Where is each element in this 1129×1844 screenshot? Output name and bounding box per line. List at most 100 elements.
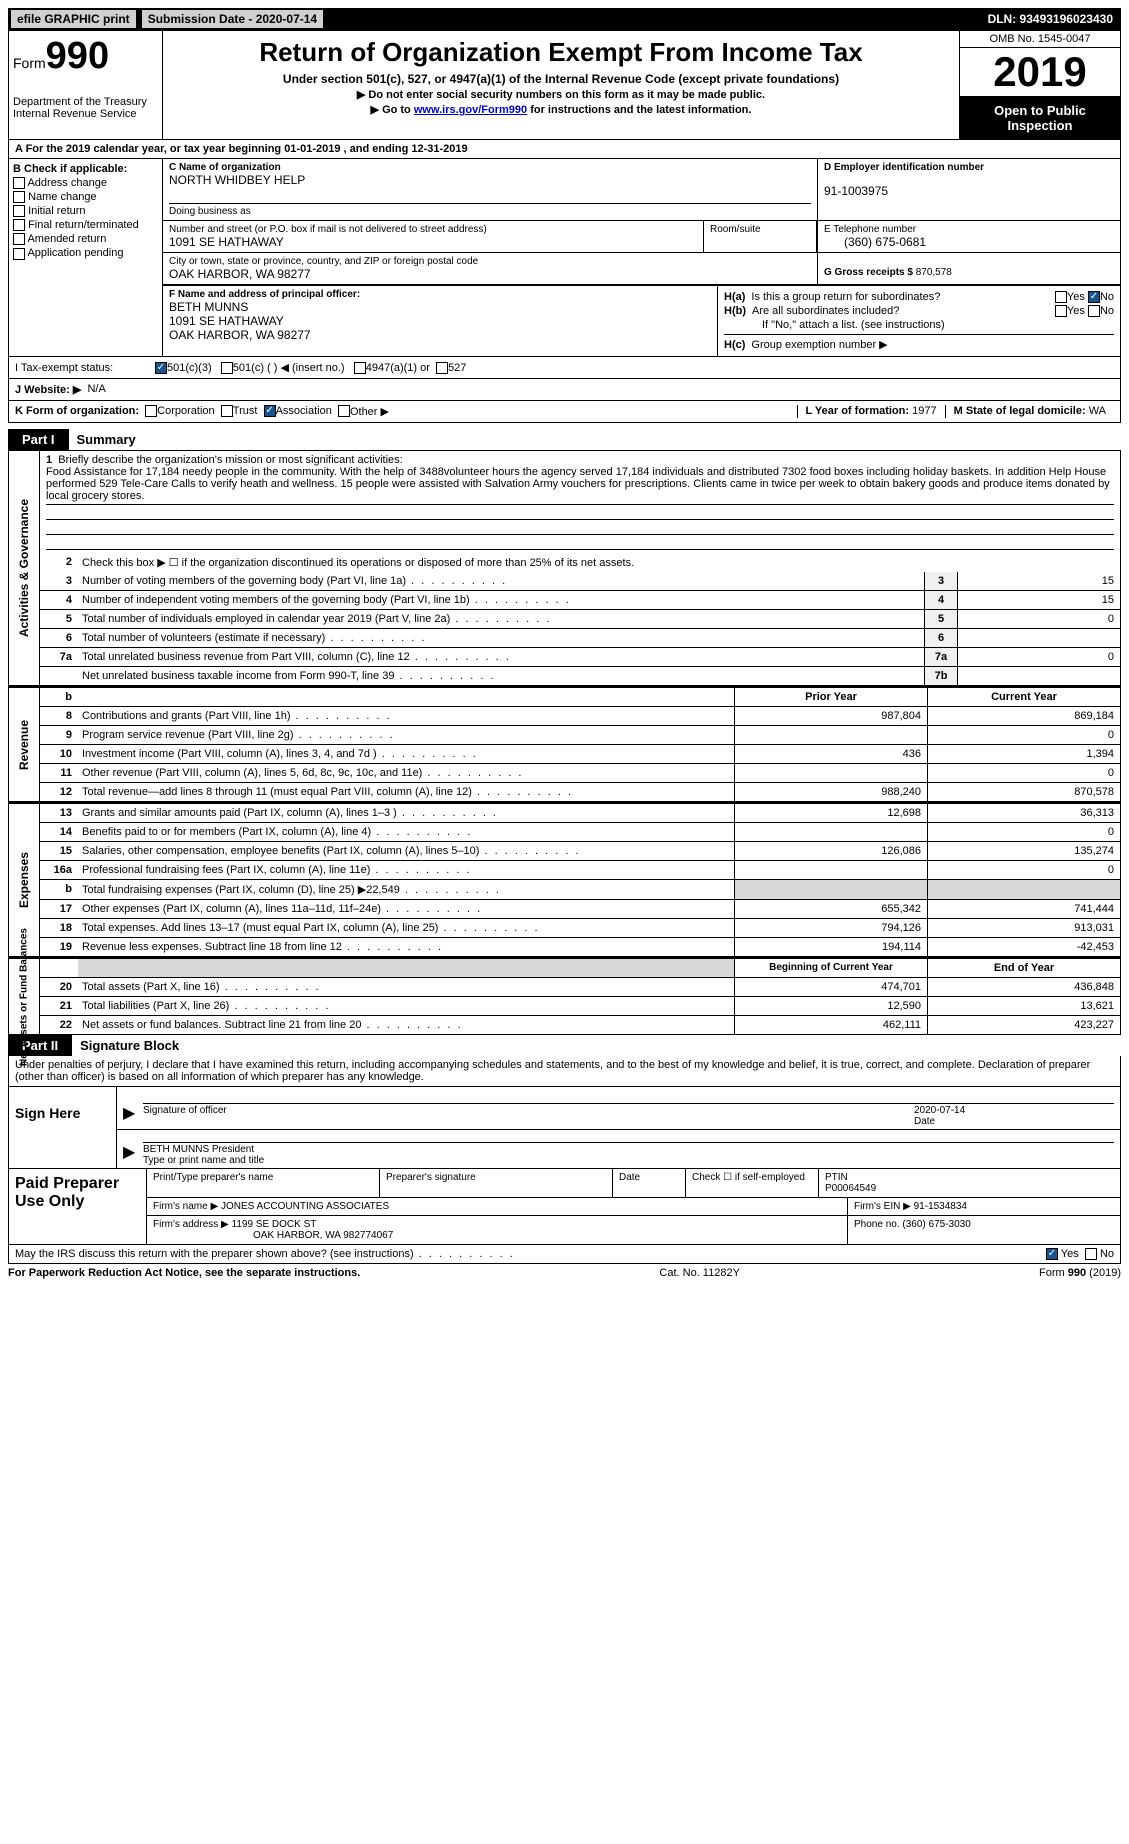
row-i: I Tax-exempt status: 501(c)(3) 501(c) ( …: [9, 357, 1120, 379]
part1-tab: Part I: [8, 429, 69, 450]
sig-arrow-icon-2: ▶: [123, 1142, 143, 1166]
table-row: 22Net assets or fund balances. Subtract …: [40, 1016, 1120, 1034]
street-address: 1091 SE HATHAWAY: [169, 235, 284, 249]
phone: (360) 675-0681: [844, 235, 926, 249]
box-c-street: Number and street (or P.O. box if mail i…: [163, 221, 704, 252]
line3-val: 15: [957, 572, 1120, 590]
table-row: 10Investment income (Part VIII, column (…: [40, 745, 1120, 764]
cb-501c3[interactable]: [155, 362, 167, 374]
org-name: NORTH WHIDBEY HELP: [169, 173, 305, 187]
return-title: Return of Organization Exempt From Incom…: [169, 37, 953, 68]
box-f: F Name and address of principal officer:…: [163, 286, 718, 356]
form-number: 990: [46, 35, 109, 77]
cb-initial-return[interactable]: [13, 205, 25, 217]
open-public: Open to Public Inspection: [960, 97, 1120, 139]
box-b-label: B Check if applicable:: [13, 163, 158, 175]
omb-number: OMB No. 1545-0047: [960, 31, 1120, 48]
cb-ha-no[interactable]: [1088, 291, 1100, 303]
sub-goto: ▶ Go to www.irs.gov/Form990 for instruct…: [169, 103, 953, 116]
firm-addr1: 1199 SE DOCK ST: [232, 1219, 317, 1230]
firm-name: JONES ACCOUNTING ASSOCIATES: [221, 1201, 389, 1212]
dln-text: DLN: 93493196023430: [988, 12, 1121, 26]
cb-trust[interactable]: [221, 405, 233, 417]
expenses-side: Expenses: [17, 852, 31, 908]
line6-val: [957, 629, 1120, 647]
efile-button[interactable]: efile GRAPHIC print: [10, 9, 137, 29]
table-row: 18Total expenses. Add lines 13–17 (must …: [40, 919, 1120, 938]
line7b-val: [957, 667, 1120, 685]
box-g: G Gross receipts $ 870,578: [818, 253, 1120, 284]
paid-preparer-label: Paid Preparer Use Only: [9, 1169, 147, 1244]
table-row: 9Program service revenue (Part VIII, lin…: [40, 726, 1120, 745]
dept-label: Department of the Treasury Internal Reve…: [13, 96, 158, 120]
governance-side: Activities & Governance: [17, 499, 31, 637]
table-row: 19Revenue less expenses. Subtract line 1…: [40, 938, 1120, 956]
table-row: 13Grants and similar amounts paid (Part …: [40, 804, 1120, 823]
tax-year: 2019: [960, 48, 1120, 97]
table-row: 20Total assets (Part X, line 16)474,7014…: [40, 978, 1120, 997]
cb-final-return[interactable]: [13, 219, 25, 231]
cat-no: Cat. No. 11282Y: [659, 1267, 740, 1279]
begin-year-hdr: Beginning of Current Year: [734, 959, 927, 977]
cb-other[interactable]: [338, 405, 350, 417]
box-e: E Telephone number (360) 675-0681: [817, 221, 1120, 252]
ptin: P00064549: [825, 1183, 876, 1194]
table-row: 17Other expenses (Part IX, column (A), l…: [40, 900, 1120, 919]
current-year-hdr: Current Year: [927, 688, 1120, 706]
preparer-section: Paid Preparer Use Only Print/Type prepar…: [9, 1168, 1120, 1244]
gross-receipts: 870,578: [916, 267, 952, 278]
state-domicile: WA: [1089, 405, 1106, 417]
cb-ha-yes[interactable]: [1055, 291, 1067, 303]
table-row: 11Other revenue (Part VIII, column (A), …: [40, 764, 1120, 783]
sig-intro: Under penalties of perjury, I declare th…: [9, 1056, 1120, 1086]
cb-discuss-yes[interactable]: [1046, 1248, 1058, 1260]
officer-addr1: 1091 SE HATHAWAY: [169, 314, 284, 328]
cb-name-change[interactable]: [13, 191, 25, 203]
table-row: 21Total liabilities (Part X, line 26)12,…: [40, 997, 1120, 1016]
top-bar: efile GRAPHIC print Submission Date - 20…: [8, 8, 1121, 30]
cb-discuss-no[interactable]: [1085, 1248, 1097, 1260]
row-j: J Website: ▶ N/A: [9, 379, 1120, 401]
firm-ein: 91-1534834: [914, 1201, 967, 1212]
line7a-val: 0: [957, 648, 1120, 666]
box-c-name: C Name of organization NORTH WHIDBEY HEL…: [163, 159, 817, 220]
part1-title: Summary: [69, 429, 144, 450]
cb-address-change[interactable]: [13, 177, 25, 189]
revenue-side: Revenue: [17, 720, 31, 770]
sign-here-label: Sign Here: [9, 1087, 117, 1168]
irs-link[interactable]: www.irs.gov/Form990: [414, 104, 527, 116]
form-header: Form990 Department of the Treasury Inter…: [8, 30, 1121, 140]
officer-printed: BETH MUNNS PresidentType or print name a…: [143, 1142, 1114, 1166]
cb-501c[interactable]: [221, 362, 233, 374]
cb-corp[interactable]: [145, 405, 157, 417]
part2-title: Signature Block: [72, 1035, 187, 1056]
officer-addr2: OAK HARBOR, WA 98277: [169, 328, 311, 342]
cb-amended[interactable]: [13, 233, 25, 245]
sub-ssn: ▶ Do not enter social security numbers o…: [169, 88, 953, 101]
tax-exempt-label: I Tax-exempt status:: [15, 362, 155, 374]
form-label: Form: [13, 55, 46, 71]
cb-hb-yes[interactable]: [1055, 305, 1067, 317]
cb-4947[interactable]: [354, 362, 366, 374]
box-b: B Check if applicable: Address change Na…: [9, 159, 163, 356]
line5-val: 0: [957, 610, 1120, 628]
sig-officer-label: Signature of officer: [143, 1103, 914, 1127]
box-d: D Employer identification number 91-1003…: [817, 159, 1120, 220]
submission-button[interactable]: Submission Date - 2020-07-14: [141, 9, 324, 29]
cb-app-pending[interactable]: [13, 248, 25, 260]
netassets-side: Net Assets or Fund Balances: [19, 928, 30, 1066]
revenue-section: Revenue bPrior YearCurrent Year 8Contrib…: [8, 686, 1121, 802]
cb-527[interactable]: [436, 362, 448, 374]
cb-hb-no[interactable]: [1088, 305, 1100, 317]
col-cdefg: C Name of organization NORTH WHIDBEY HEL…: [163, 159, 1120, 356]
table-row: 15Salaries, other compensation, employee…: [40, 842, 1120, 861]
end-year-hdr: End of Year: [927, 959, 1120, 977]
cb-assoc[interactable]: [264, 405, 276, 417]
part2-header: Part II Signature Block: [8, 1035, 1121, 1056]
dba-label: Doing business as: [169, 203, 811, 217]
website: N/A: [87, 383, 105, 396]
ein: 91-1003975: [824, 184, 888, 198]
year-formation: 1977: [912, 405, 936, 417]
line4-val: 15: [957, 591, 1120, 609]
city-state-zip: OAK HARBOR, WA 98277: [169, 267, 311, 281]
